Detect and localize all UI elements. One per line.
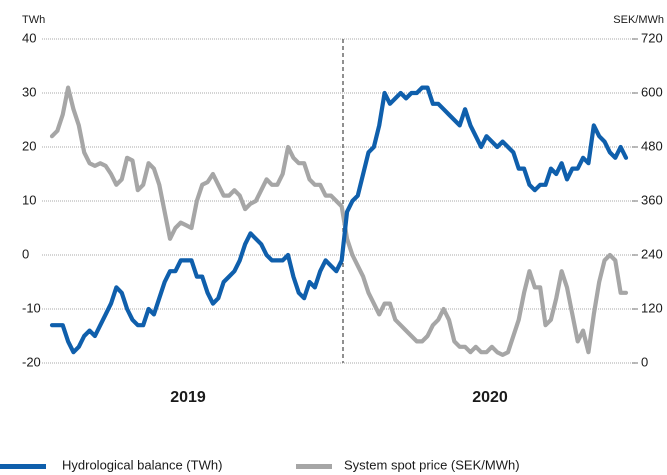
series-line <box>49 85 629 357</box>
y-axis-label: TWh <box>22 14 45 26</box>
y2-tick-label: 720 <box>641 30 663 45</box>
y2-tick-label: 0 <box>641 354 648 369</box>
y-tick-label: -20 <box>22 354 41 369</box>
y2-tick-label: 480 <box>641 138 663 153</box>
y2-tick-label: 360 <box>641 192 663 207</box>
legend-label: System spot price (SEK/MWh) <box>344 457 520 472</box>
y-tick-label: -10 <box>22 300 41 315</box>
y2-tick-label: 240 <box>641 246 663 261</box>
y-tick-label: 30 <box>22 84 36 99</box>
y-tick-label: 20 <box>22 138 36 153</box>
y-tick-label: 40 <box>22 30 36 45</box>
y-tick-label: 0 <box>22 246 29 261</box>
legend-swatch <box>296 464 332 469</box>
y-tick-label: 10 <box>22 192 36 207</box>
y2-tick-label: 120 <box>641 300 663 315</box>
year-label: 2019 <box>170 389 206 406</box>
year-label: 2020 <box>472 389 508 406</box>
y2-tick-label: 600 <box>641 84 663 99</box>
series-line <box>49 85 629 355</box>
y2-axis-label: SEK/MWh <box>613 14 664 26</box>
legend-swatch <box>0 464 46 469</box>
legend-label: Hydrological balance (TWh) <box>62 457 222 472</box>
